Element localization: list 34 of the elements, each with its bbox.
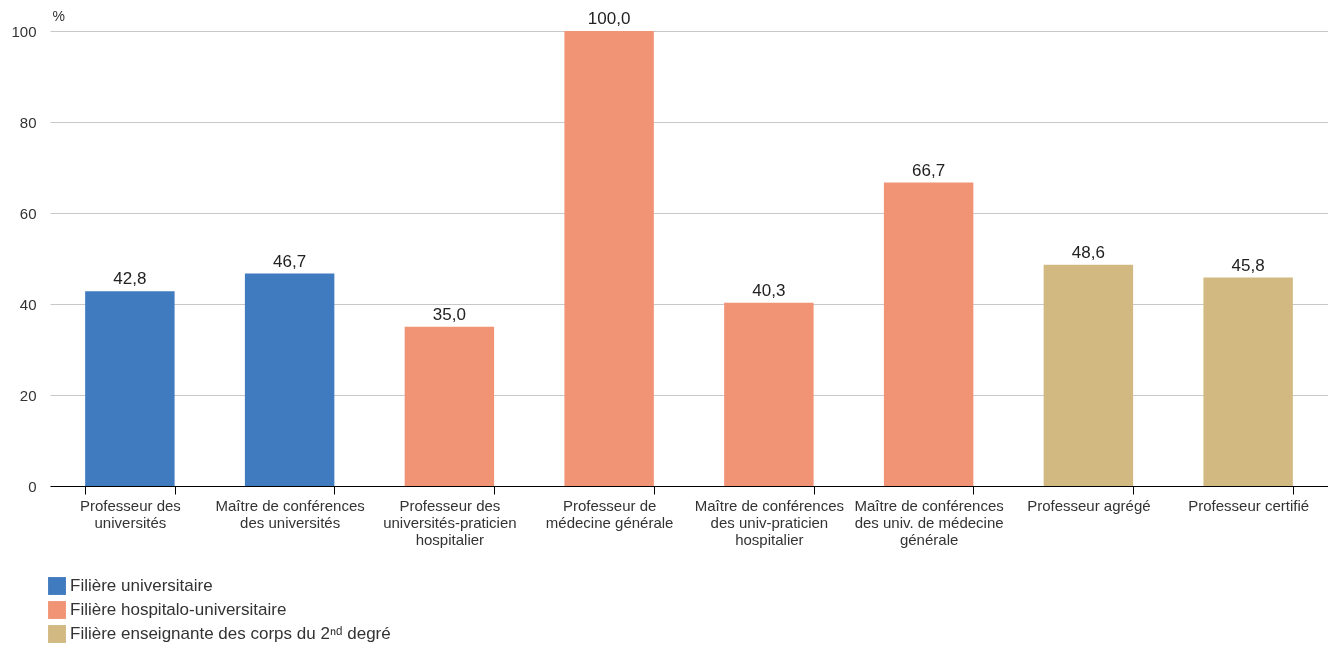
bar: [724, 302, 814, 486]
x-tick-label: Professeur des universités-praticien hospitalier: [383, 496, 517, 548]
y-axis-title: %: [52, 7, 65, 24]
bar: [244, 273, 335, 486]
y-tick-label: 60: [19, 204, 37, 222]
y-tick-label: 80: [19, 113, 37, 131]
x-tick-label: Maître de conférences des univ-praticien hospitalier: [694, 496, 844, 548]
x-tick-label: Professeur de médecine générale: [545, 496, 674, 531]
bar: [883, 182, 974, 486]
bar: [404, 326, 495, 486]
y-tick-label: 0: [28, 477, 37, 495]
legend-label: Filière enseignante des corps du 2ⁿᵈ degré: [70, 624, 391, 643]
bar: [564, 31, 654, 486]
x-tick-label: Professeur agrégé: [1027, 496, 1151, 514]
bar: [1043, 264, 1134, 486]
data-label: 35,0: [432, 304, 466, 324]
data-label: 45,8: [1231, 255, 1265, 275]
data-label: 100,0: [587, 9, 631, 28]
x-tick-label: Maître de conférences des univ. de médecine générale: [854, 496, 1004, 548]
legend-label: Filière hospitalo-universitaire: [70, 600, 287, 619]
y-tick-label: 20: [19, 386, 37, 404]
x-tick-label: Professeur certifié: [1188, 496, 1310, 514]
x-tick-label: Professeur des universités: [79, 496, 181, 531]
data-label: 48,6: [1071, 242, 1105, 262]
x-tick-label: Maître de conférences des universités: [215, 496, 365, 531]
bar: [1203, 277, 1293, 486]
y-tick-label: 100: [11, 22, 37, 40]
data-label: 40,3: [752, 280, 786, 300]
data-label: 46,7: [273, 251, 307, 271]
data-label: 66,7: [912, 160, 946, 180]
data-label: 42,8: [113, 269, 147, 289]
legend-label: Filière universitaire: [70, 576, 213, 595]
y-tick-label: 40: [19, 295, 37, 313]
bar: [85, 291, 175, 486]
